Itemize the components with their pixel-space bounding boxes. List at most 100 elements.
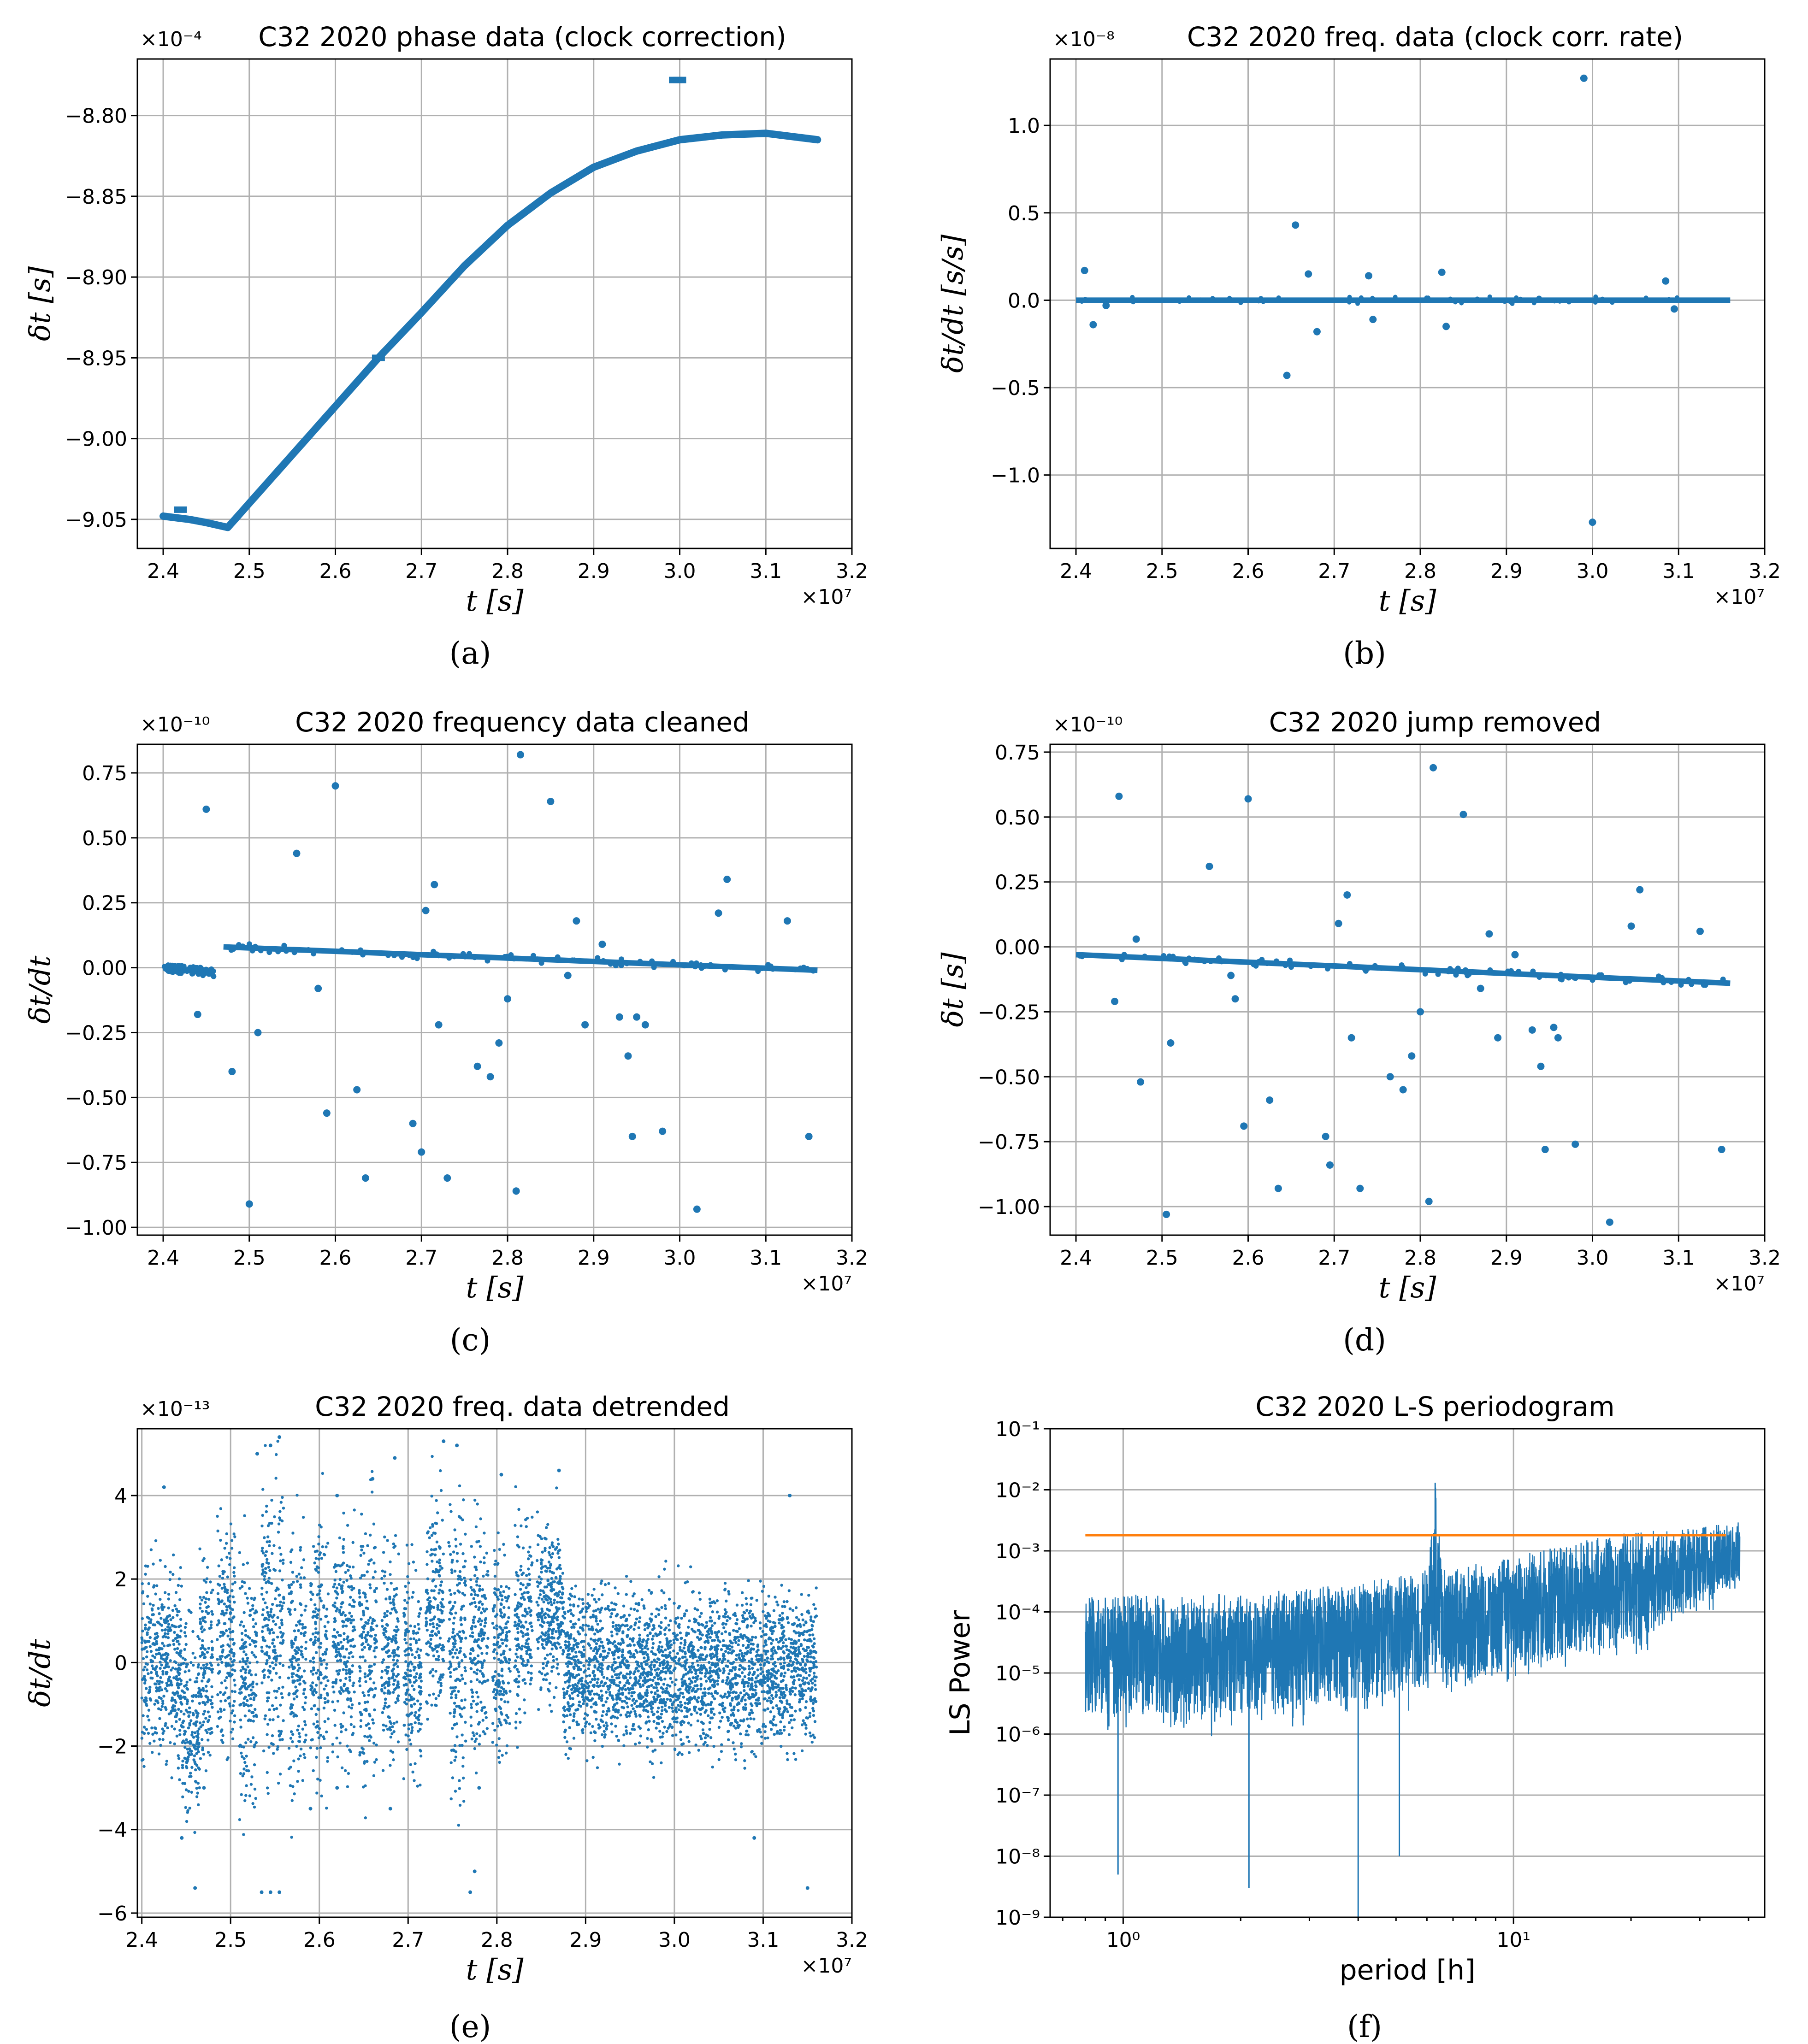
- residual-point: [582, 1664, 585, 1667]
- residual-point: [737, 1708, 740, 1712]
- residual-point: [404, 1634, 407, 1637]
- residual-point: [334, 1655, 337, 1658]
- residual-point: [168, 1626, 172, 1630]
- residual-point: [281, 1664, 285, 1667]
- residual-point: [392, 1635, 395, 1638]
- trend-point: [1572, 975, 1578, 981]
- residual-point: [668, 1597, 671, 1601]
- residual-point: [325, 1608, 329, 1611]
- residual-point: [227, 1674, 231, 1677]
- residual-point: [250, 1775, 254, 1779]
- residual-point: [290, 1657, 294, 1661]
- residual-point: [548, 1553, 551, 1557]
- residual-point: [176, 1671, 180, 1674]
- residual-point: [326, 1756, 330, 1759]
- residual-point: [309, 1638, 313, 1641]
- residual-point: [808, 1712, 812, 1715]
- residual-point: [485, 1652, 489, 1655]
- data-series: [140, 1435, 818, 1894]
- residual-point: [203, 1616, 207, 1619]
- residual-point: [253, 1763, 256, 1767]
- residual-point: [549, 1620, 553, 1624]
- residual-point: [207, 1611, 211, 1615]
- residual-point: [392, 1542, 396, 1546]
- residual-point: [363, 1760, 366, 1763]
- residual-point: [691, 1661, 694, 1665]
- residual-point: [662, 1732, 665, 1735]
- residual-point: [222, 1614, 226, 1617]
- residual-point: [514, 1712, 518, 1715]
- residual-point: [209, 1623, 213, 1626]
- residual-point: [384, 1636, 388, 1639]
- residual-point: [529, 1614, 532, 1617]
- residual-point: [454, 1611, 457, 1615]
- residual-point: [546, 1660, 549, 1663]
- trend-point: [508, 952, 514, 958]
- trend-point: [1079, 954, 1085, 960]
- data-point: [194, 1011, 201, 1019]
- residual-point: [186, 1662, 189, 1666]
- residual-point: [295, 1575, 298, 1578]
- residual-point: [555, 1486, 558, 1490]
- residual-point: [464, 1720, 467, 1724]
- residual-point: [350, 1706, 353, 1710]
- residual-point: [441, 1643, 444, 1647]
- x-axis-label: t [s]: [1379, 1271, 1437, 1304]
- residual-point: [520, 1573, 524, 1576]
- residual-point: [314, 1651, 318, 1654]
- residual-point: [520, 1565, 523, 1568]
- residual-point: [498, 1548, 501, 1551]
- residual-point: [453, 1601, 457, 1604]
- trend-point: [1119, 956, 1125, 962]
- residual-point: [501, 1598, 504, 1602]
- residual-point: [315, 1616, 319, 1620]
- residual-point: [453, 1616, 456, 1620]
- residual-point: [232, 1652, 236, 1655]
- residual-point: [177, 1754, 180, 1757]
- trend-point: [1347, 960, 1353, 966]
- residual-point: [480, 1681, 484, 1685]
- residual-point: [169, 1618, 172, 1621]
- residual-point: [313, 1639, 317, 1642]
- residual-point: [369, 1616, 372, 1620]
- residual-point: [191, 1630, 195, 1633]
- residual-point: [337, 1642, 340, 1645]
- baseline-point: [1448, 296, 1453, 301]
- residual-point: [416, 1647, 420, 1651]
- residual-point: [637, 1669, 640, 1673]
- residual-point: [464, 1739, 467, 1743]
- x-tick-label: 2.5: [233, 1246, 266, 1270]
- residual-point: [425, 1617, 428, 1620]
- data-point: [422, 907, 430, 914]
- residual-point: [241, 1585, 244, 1588]
- residual-point: [169, 1629, 172, 1632]
- residual-point: [202, 1689, 205, 1692]
- residual-point: [229, 1557, 232, 1560]
- residual-point: [500, 1686, 503, 1689]
- residual-point: [165, 1665, 168, 1668]
- residual-point: [202, 1628, 206, 1632]
- data-series: [1076, 74, 1731, 526]
- baseline-point: [1261, 299, 1266, 304]
- residual-point: [409, 1637, 413, 1641]
- residual-point: [392, 1667, 396, 1671]
- residual-point: [343, 1638, 346, 1641]
- baseline-point: [1177, 299, 1182, 304]
- residual-point: [431, 1552, 434, 1556]
- residual-point: [700, 1737, 703, 1740]
- residual-point: [313, 1704, 316, 1708]
- residual-point: [325, 1662, 329, 1666]
- residual-point: [411, 1653, 414, 1656]
- residual-point: [688, 1677, 691, 1680]
- residual-point: [454, 1750, 458, 1754]
- residual-point: [375, 1624, 378, 1627]
- residual-point: [483, 1556, 486, 1560]
- residual-point: [361, 1609, 365, 1613]
- residual-point: [319, 1659, 323, 1662]
- residual-point: [179, 1566, 182, 1569]
- residual-point: [231, 1630, 235, 1633]
- residual-point: [600, 1579, 603, 1583]
- residual-point: [583, 1717, 586, 1720]
- residual-point: [546, 1523, 549, 1526]
- residual-point: [352, 1605, 355, 1608]
